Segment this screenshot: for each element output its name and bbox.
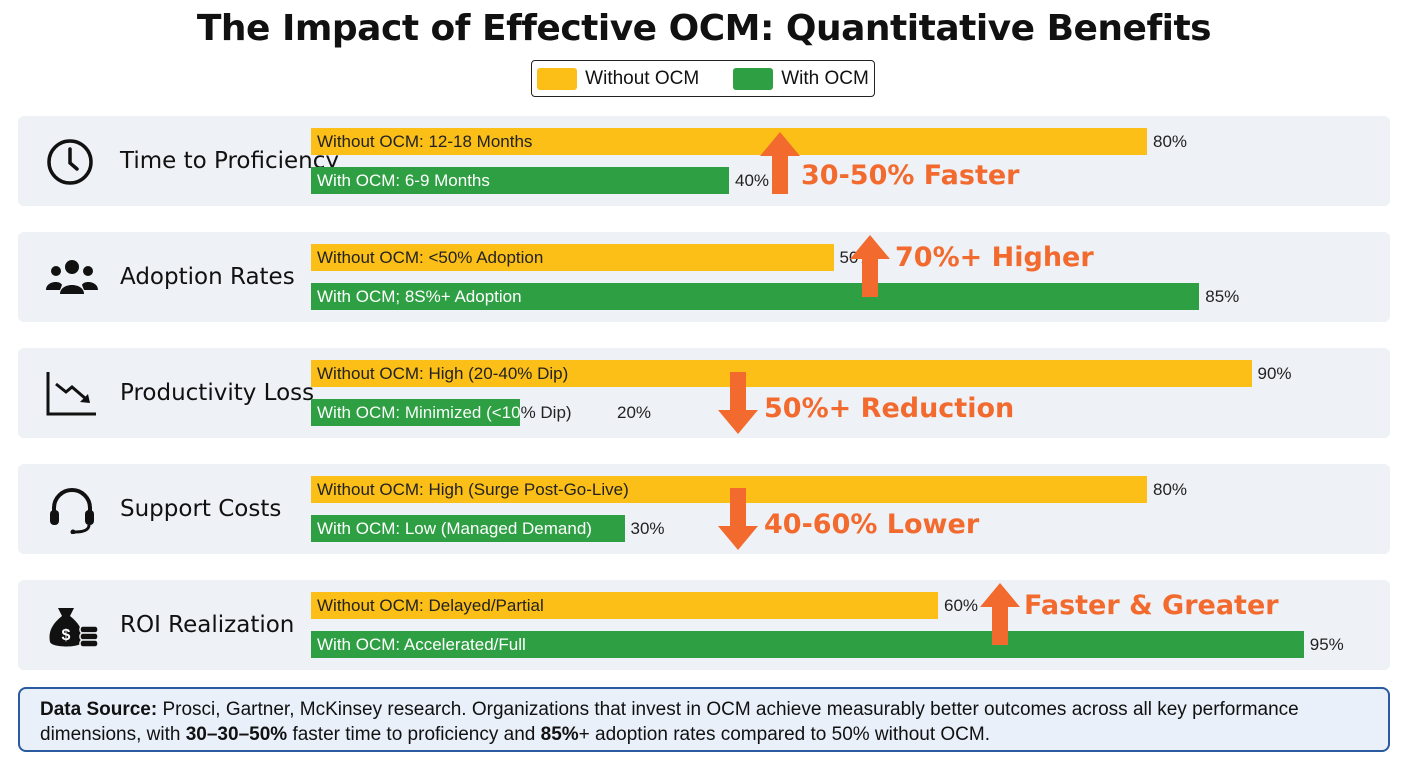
bar-with-ocm: With OCM: Minimized (<10% Dip) bbox=[311, 399, 572, 426]
legend: Without OCM With OCM bbox=[531, 60, 875, 97]
callout-text: 50%+ Reduction bbox=[764, 393, 1015, 424]
bar-without-ocm: Without OCM: <50% Adoption bbox=[311, 244, 834, 271]
bar-with-ocm: With OCM: 6-9 Months bbox=[311, 167, 729, 194]
footer-text: Prosci, Gartner, McKinsey research. Orga… bbox=[40, 699, 1299, 745]
footer-bold: 85% bbox=[540, 724, 579, 745]
arrow-down-icon bbox=[718, 488, 758, 550]
callout-text: 30-50% Faster bbox=[801, 160, 1020, 191]
bar-text: With OCM; 8S%+ Adoption bbox=[317, 287, 522, 306]
value-label-with: 95% bbox=[1309, 635, 1344, 654]
footer-text: + adoption rates compared to 50% without… bbox=[578, 724, 991, 745]
category-label: Support Costs bbox=[120, 496, 282, 522]
category-label: Productivity Loss bbox=[120, 380, 315, 406]
callout-text: 70%+ Higher bbox=[895, 242, 1094, 273]
legend-item-without: Without OCM bbox=[537, 67, 700, 90]
trend-down-chart-icon bbox=[44, 370, 100, 418]
value-label-with: 40% bbox=[735, 171, 770, 190]
footer-bold: 30–30–50% bbox=[185, 724, 288, 745]
legend-item-with: With OCM bbox=[733, 67, 869, 90]
bar-without-ocm: Without OCM: High (20-40% Dip) bbox=[311, 360, 1252, 387]
legend-label: With OCM bbox=[781, 67, 869, 89]
bar-with-ocm: With OCM: Low (Managed Demand) bbox=[311, 515, 625, 542]
category-label: Adoption Rates bbox=[120, 264, 295, 290]
category-row: Adoption Rates Without OCM: <50% Adoptio… bbox=[18, 232, 1390, 322]
data-source-note: Data Source: Prosci, Gartner, McKinsey r… bbox=[18, 687, 1390, 752]
arrow-up-icon bbox=[760, 132, 800, 194]
legend-swatch-without bbox=[537, 67, 578, 90]
bar-without-ocm: Without OCM: Delayed/Partial bbox=[311, 592, 938, 619]
bar-without-ocm: Without OCM: High (Surge Post-Go-Live) bbox=[311, 476, 1147, 503]
value-label-with: 30% bbox=[630, 519, 665, 538]
value-label-without: 60% bbox=[944, 596, 979, 615]
value-label-with: 20% bbox=[617, 403, 652, 422]
legend-label: Without OCM bbox=[585, 67, 700, 89]
callout-text: Faster & Greater bbox=[1024, 590, 1279, 621]
bar-without-ocm: Without OCM: 12-18 Months bbox=[311, 128, 1147, 155]
value-label-without: 80% bbox=[1153, 480, 1188, 499]
footer-text: faster time to proficiency and bbox=[287, 724, 541, 745]
arrow-up-icon bbox=[850, 235, 890, 297]
bar-text: With OCM: Minimized (<10% Dip) bbox=[317, 403, 572, 422]
value-label-without: 80% bbox=[1153, 132, 1188, 151]
value-label-with: 85% bbox=[1205, 287, 1240, 306]
money-bag-coins-icon: $ bbox=[44, 602, 100, 650]
category-row: $ ROI Realization Without OCM: Delayed/P… bbox=[18, 580, 1390, 670]
callout-text: 40-60% Lower bbox=[764, 509, 980, 540]
chart-title: The Impact of Effective OCM: Quantitativ… bbox=[196, 8, 1212, 49]
legend-swatch-with bbox=[733, 67, 774, 90]
category-label: ROI Realization bbox=[120, 612, 295, 638]
arrow-up-icon bbox=[980, 583, 1020, 645]
bar-text: With OCM: Low (Managed Demand) bbox=[317, 519, 592, 538]
category-label: Time to Proficiency bbox=[120, 148, 339, 174]
arrow-down-icon bbox=[718, 372, 758, 434]
bar-with-ocm: With OCM; 8S%+ Adoption bbox=[311, 283, 1200, 310]
category-row: Time to Proficiency Without OCM: 12-18 M… bbox=[18, 116, 1390, 206]
category-row: Productivity Loss Without OCM: High (20-… bbox=[18, 348, 1390, 438]
bar-text: With OCM: Accelerated/Full bbox=[317, 635, 526, 654]
svg-text:$: $ bbox=[62, 627, 71, 644]
value-label-without: 90% bbox=[1257, 364, 1292, 383]
clock-icon bbox=[44, 138, 100, 186]
bar-text: With OCM: 6-9 Months bbox=[317, 171, 490, 190]
users-icon bbox=[44, 254, 100, 302]
footer-bold: Data Source: bbox=[40, 699, 158, 720]
bar-with-ocm: With OCM: Accelerated/Full bbox=[311, 631, 1304, 658]
headset-icon bbox=[44, 486, 100, 535]
category-row: Support Costs Without OCM: High (Surge P… bbox=[18, 464, 1390, 554]
